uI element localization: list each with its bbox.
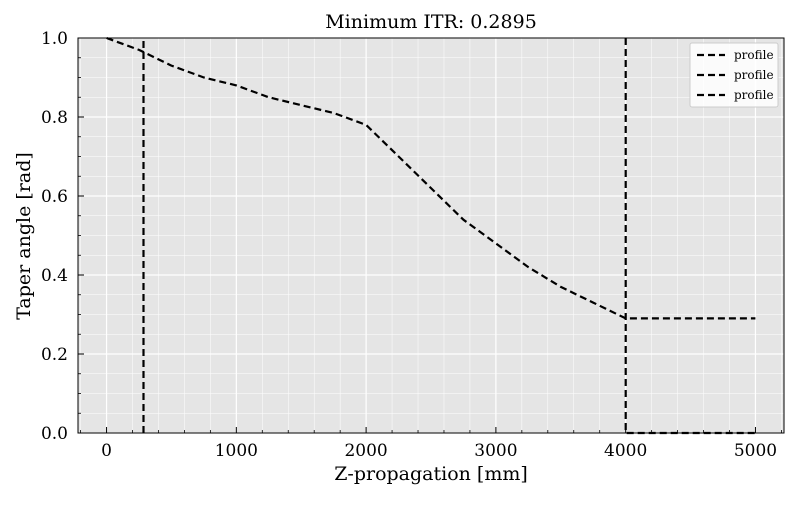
minor-grid xyxy=(78,38,784,433)
x-tick-label: 3000 xyxy=(474,441,517,461)
x-tick-label: 2000 xyxy=(344,441,387,461)
legend-label: profile xyxy=(734,68,774,82)
x-axis-label: Z-propagation [mm] xyxy=(334,463,528,485)
legend-box xyxy=(689,42,779,108)
chart-title: Minimum ITR: 0.2895 xyxy=(325,11,537,33)
x-tick-label: 4000 xyxy=(604,441,647,461)
x-tick-label: 1000 xyxy=(215,441,258,461)
y-tick-label: 0.0 xyxy=(41,424,68,444)
series-line xyxy=(106,36,756,320)
x-tick-label: 0 xyxy=(101,441,112,461)
series-1 xyxy=(106,36,756,320)
y-tick-label: 0.4 xyxy=(41,266,68,286)
y-tick-label: 0.8 xyxy=(41,108,68,128)
legend-label: profile xyxy=(734,48,774,62)
legend-label: profile xyxy=(734,88,774,102)
series-layer xyxy=(106,36,756,435)
y-tick-label: 1.0 xyxy=(41,29,68,49)
x-tick-label: 5000 xyxy=(734,441,777,461)
y-axis-label: Taper angle [rad] xyxy=(13,152,35,320)
y-tick-label: 0.6 xyxy=(41,187,68,207)
y-tick-label: 0.2 xyxy=(41,345,68,365)
axis-ticks: 0 1000 2000 3000 4000 5000 0.0 0.2 0.4 0.6 0.8 1.0 xyxy=(41,29,782,461)
legend: profile profile profile xyxy=(689,42,779,108)
